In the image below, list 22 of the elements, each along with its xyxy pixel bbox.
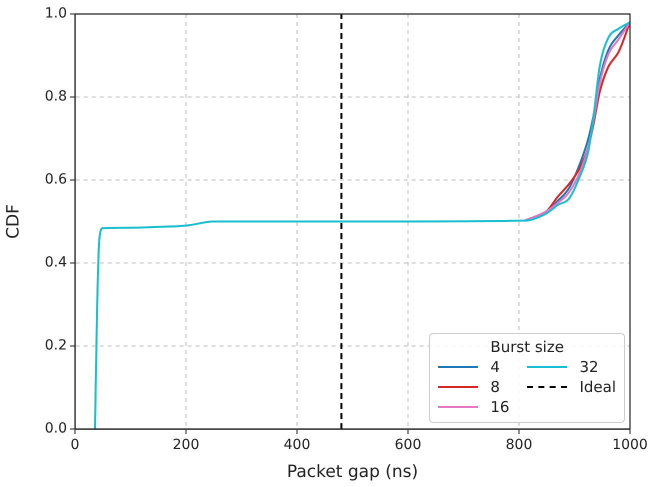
line-series <box>524 21 630 222</box>
x-tick-label: 400 <box>284 437 310 454</box>
y-axis-title: CDF <box>4 204 24 239</box>
y-tick-label: 0.4 <box>44 254 68 271</box>
line-series <box>94 21 630 429</box>
legend-label: Ideal <box>579 378 616 396</box>
x-tick-label: 200 <box>172 437 200 454</box>
legend-label: 8 <box>490 378 500 396</box>
y-tick-label: 1.0 <box>44 6 67 22</box>
legend-label: 4 <box>490 358 500 376</box>
x-tick-label: 800 <box>506 437 532 454</box>
x-tick-label: 600 <box>394 437 422 454</box>
y-tick-label: 0.6 <box>44 172 68 188</box>
legend-label: 16 <box>490 398 510 416</box>
legend-title: Burst size <box>489 338 565 356</box>
y-tick-label: 0.8 <box>44 88 67 105</box>
x-tick-label: 0 <box>70 437 80 454</box>
x-tick-label: 1000 <box>612 437 648 454</box>
legend-label: 32 <box>579 358 599 376</box>
x-axis-title: Packet gap (ns) <box>286 462 418 482</box>
y-tick-label: 0.2 <box>44 338 67 354</box>
y-tick-label: 0.0 <box>44 420 67 437</box>
